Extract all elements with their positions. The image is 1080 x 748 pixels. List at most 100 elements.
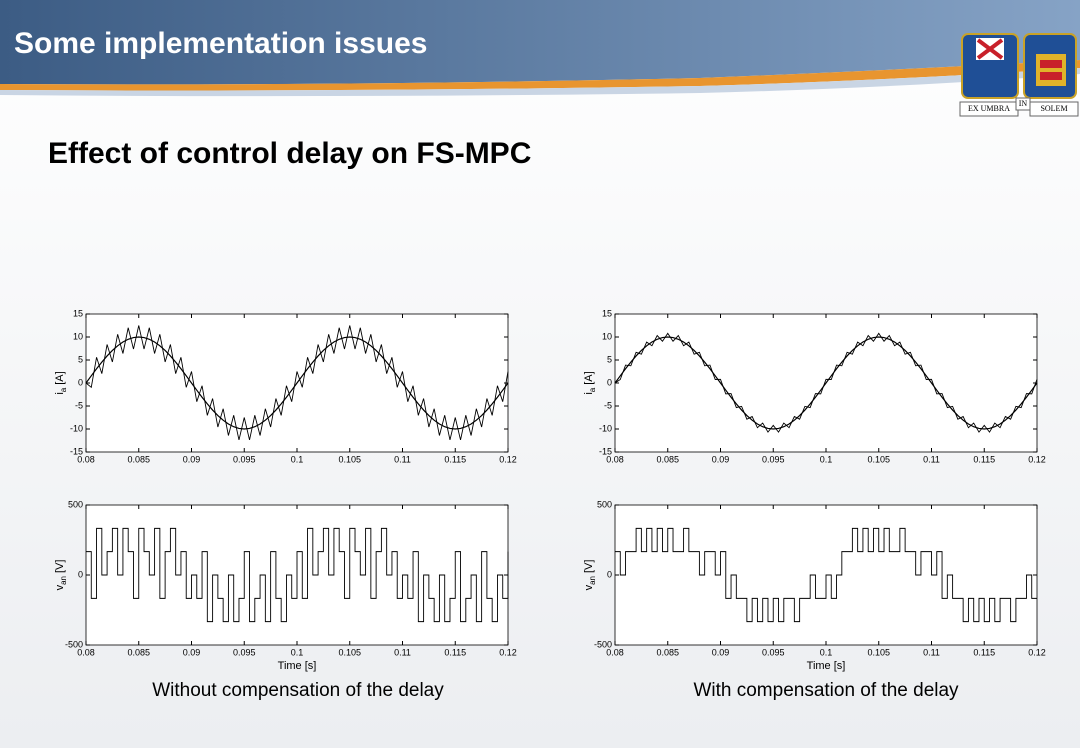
x-tick-label: 0.105	[338, 647, 361, 657]
chart: 0.08 0.085 0.09 0.095 0.1 0.105 0.11 0.115 0.12 -…	[54, 308, 517, 464]
x-tick-label: 0.095	[762, 647, 785, 657]
data-line	[85, 325, 509, 441]
x-tick-label: 0.11	[923, 454, 940, 464]
y-tick-label: -10	[70, 423, 83, 433]
x-tick-label: 0.085	[127, 647, 150, 657]
motto: SOLEM	[1040, 104, 1067, 113]
y-axis-label: van [V]	[583, 560, 597, 591]
x-tick-label: 0.1	[820, 454, 833, 464]
plot-frame	[614, 504, 1038, 646]
y-label-subscript: a	[59, 387, 68, 392]
motto: EX UMBRA	[968, 104, 1010, 113]
chart: 0.08 0.085 0.09 0.095 0.1 0.105 0.11 0.115 0.12 -…	[54, 499, 517, 672]
x-tick-label: 0.085	[656, 454, 679, 464]
plot-frame	[85, 313, 509, 453]
caption: Without compensation of the delay	[152, 680, 444, 701]
x-tick-label: 0.1	[291, 454, 304, 464]
crest-lion	[1040, 72, 1062, 80]
y-label-symbol: v	[583, 584, 595, 590]
y-tick-label: 0	[607, 569, 612, 579]
x-tick-label: 0.105	[867, 647, 890, 657]
y-tick-label: -5	[75, 400, 83, 410]
y-tick-label: 15	[73, 308, 83, 318]
y-tick-label: -10	[599, 423, 612, 433]
x-tick-label: 0.08	[606, 647, 624, 657]
x-tick-label: 0.095	[233, 454, 256, 464]
header-stripe	[0, 60, 1080, 91]
chart: 0.08 0.085 0.09 0.095 0.1 0.105 0.11 0.115 0.12 -…	[583, 308, 1046, 464]
x-tick-label: 0.115	[973, 454, 995, 464]
y-label-subscript: an	[588, 576, 597, 585]
y-label-unit: [A]	[54, 371, 66, 384]
chart: 0.08 0.085 0.09 0.095 0.1 0.105 0.11 0.115 0.12 -…	[583, 499, 1046, 672]
x-tick-label: 0.09	[712, 647, 730, 657]
y-tick-label: -500	[65, 639, 83, 649]
y-tick-label: 10	[602, 331, 612, 341]
motto: IN	[1019, 99, 1028, 108]
y-label-symbol: i	[583, 392, 595, 394]
header-shadow	[0, 68, 1080, 97]
x-tick-label: 0.11	[394, 454, 411, 464]
x-tick-label: 0.105	[338, 454, 361, 464]
header-band	[0, 0, 1080, 85]
data-line	[614, 336, 1038, 430]
x-tick-label: 0.08	[606, 454, 624, 464]
x-tick-label: 0.095	[233, 647, 256, 657]
data-line	[614, 332, 1038, 433]
y-axis-label: ia [A]	[583, 371, 597, 394]
x-tick-label: 0.085	[656, 647, 679, 657]
y-label-unit: [V]	[54, 560, 66, 573]
y-tick-label: 500	[68, 499, 83, 509]
y-tick-label: -15	[599, 446, 612, 456]
x-tick-label: 0.085	[127, 454, 150, 464]
logo: EX UMBRA IN SOLEM	[959, 33, 1079, 117]
y-tick-label: 0	[78, 569, 83, 579]
plot-frame	[85, 504, 509, 646]
x-tick-label: 0.11	[923, 647, 940, 657]
data-line	[86, 527, 509, 623]
y-label-symbol: v	[54, 584, 66, 590]
x-tick-label: 0.08	[77, 647, 95, 657]
y-label-unit: [A]	[583, 371, 595, 384]
y-tick-label: -15	[70, 446, 83, 456]
y-label-subscript: an	[59, 576, 68, 585]
plot-frame	[614, 313, 1038, 453]
x-tick-label: 0.12	[1028, 647, 1046, 657]
crest-field	[1036, 54, 1066, 86]
x-tick-label: 0.09	[183, 647, 201, 657]
y-tick-label: -5	[604, 400, 612, 410]
y-label-unit: [V]	[583, 560, 595, 573]
data-line	[85, 336, 509, 430]
y-axis-label: van [V]	[54, 560, 68, 591]
x-axis-label: Time [s]	[278, 660, 317, 672]
x-tick-label: 0.09	[183, 454, 201, 464]
slide-title: Some implementation issues	[14, 27, 427, 60]
y-tick-label: 10	[73, 331, 83, 341]
x-tick-label: 0.1	[291, 647, 304, 657]
x-tick-label: 0.105	[867, 454, 890, 464]
x-axis-label: Time [s]	[807, 660, 846, 672]
data-line	[615, 527, 1037, 623]
x-tick-label: 0.12	[1028, 454, 1046, 464]
y-label-symbol: i	[54, 392, 66, 394]
x-tick-label: 0.12	[499, 454, 517, 464]
x-tick-label: 0.095	[762, 454, 785, 464]
x-tick-label: 0.115	[973, 647, 995, 657]
y-label-subscript: a	[588, 387, 597, 392]
y-tick-label: 0	[78, 377, 83, 387]
y-axis-label: ia [A]	[54, 371, 68, 394]
x-tick-label: 0.115	[444, 647, 466, 657]
crest-x	[976, 38, 1004, 60]
y-tick-label: 5	[78, 354, 83, 364]
x-tick-label: 0.11	[394, 647, 411, 657]
x-tick-label: 0.115	[444, 454, 466, 464]
heading: Effect of control delay on FS-MPC	[48, 137, 531, 170]
caption: With compensation of the delay	[693, 680, 959, 701]
crest-lion	[1040, 60, 1062, 68]
x-tick-label: 0.12	[499, 647, 517, 657]
y-tick-label: 500	[597, 499, 612, 509]
y-tick-label: 15	[602, 308, 612, 318]
y-tick-label: 0	[607, 377, 612, 387]
y-tick-label: 5	[607, 354, 612, 364]
